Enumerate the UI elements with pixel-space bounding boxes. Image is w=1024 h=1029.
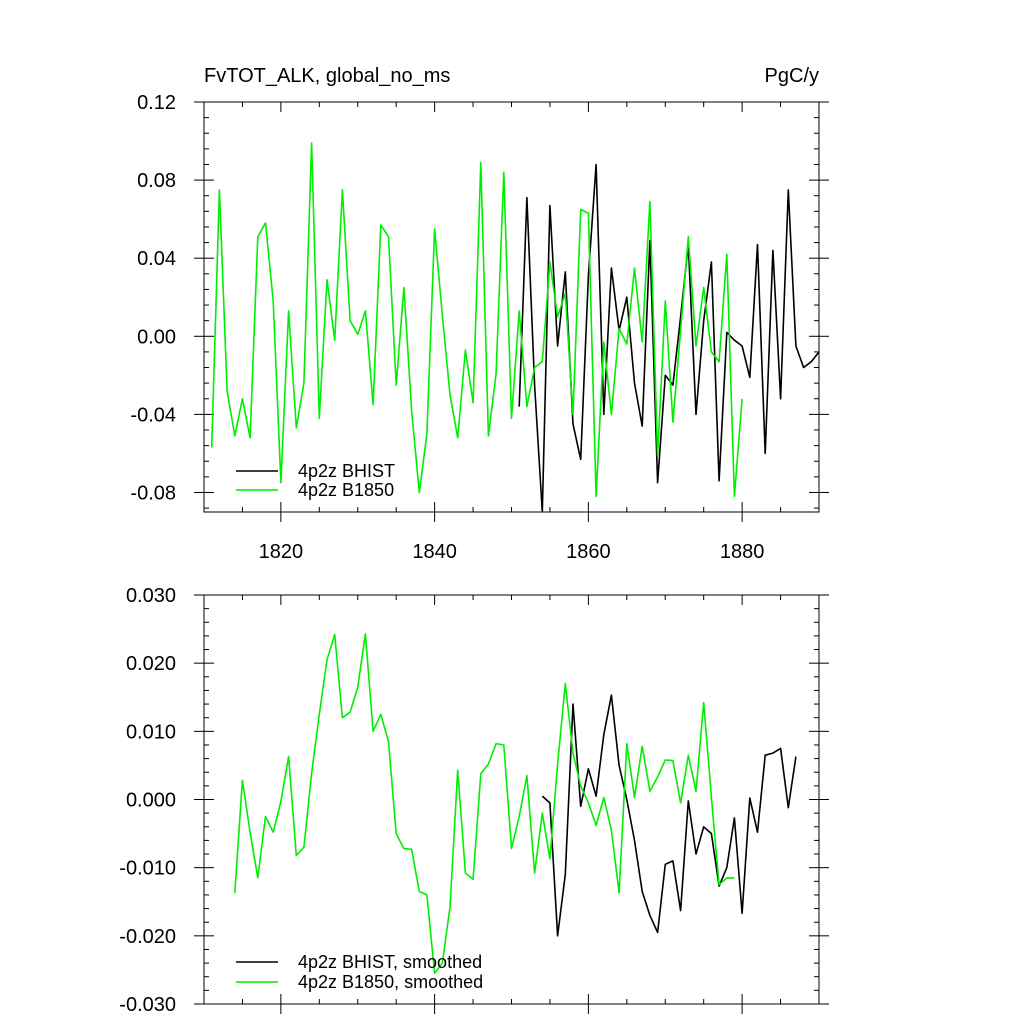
y-tick-label: 0.12: [137, 92, 176, 114]
y-tick-label: 0.010: [126, 721, 176, 743]
y-tick-label: -0.020: [119, 926, 176, 948]
x-tick-label: 1840: [412, 541, 457, 563]
x-tick-label: 1820: [259, 541, 304, 563]
y-tick-label: 0.08: [137, 170, 176, 192]
legend-label: 4p2z B1850: [298, 480, 394, 500]
chart-panel-2: -0.030 -0.020 -0.010 0.000 0.010 0.020 0.030 4p…: [119, 585, 829, 1016]
series-line-b1850: [210, 142, 743, 498]
y-tick-label: -0.08: [130, 482, 176, 504]
y-tick-label: -0.010: [119, 858, 176, 880]
y-tick-label: 0.030: [126, 585, 176, 607]
plot-frame: [203, 101, 820, 513]
chart-units: PgC/y: [765, 65, 819, 87]
series-line-bhist: [541, 694, 797, 937]
plot-frame: [203, 594, 820, 1005]
legend-label: 4p2z BHIST, smoothed: [298, 952, 482, 972]
y-tick-label: 0.020: [126, 653, 176, 675]
x-tick-label: 1880: [720, 541, 765, 563]
series-line-b1850: [234, 633, 735, 975]
legend-label: 4p2z BHIST: [298, 461, 395, 481]
x-tick-label: 1860: [566, 541, 611, 563]
y-tick-label: 0.04: [137, 248, 176, 270]
series-line-bhist: [518, 163, 819, 512]
y-tick-label: -0.04: [130, 404, 176, 426]
legend-label: 4p2z B1850, smoothed: [298, 972, 483, 992]
chart-panel-1: -0.08 -0.04 0.00 0.04 0.08 0.12 1820 1840 1860 18…: [130, 65, 829, 563]
y-tick-label: 0.00: [137, 326, 176, 348]
y-tick-label: -0.030: [119, 994, 176, 1016]
y-tick-label: 0.000: [126, 790, 176, 812]
chart-title: FvTOT_ALK, global_no_ms: [204, 65, 450, 87]
